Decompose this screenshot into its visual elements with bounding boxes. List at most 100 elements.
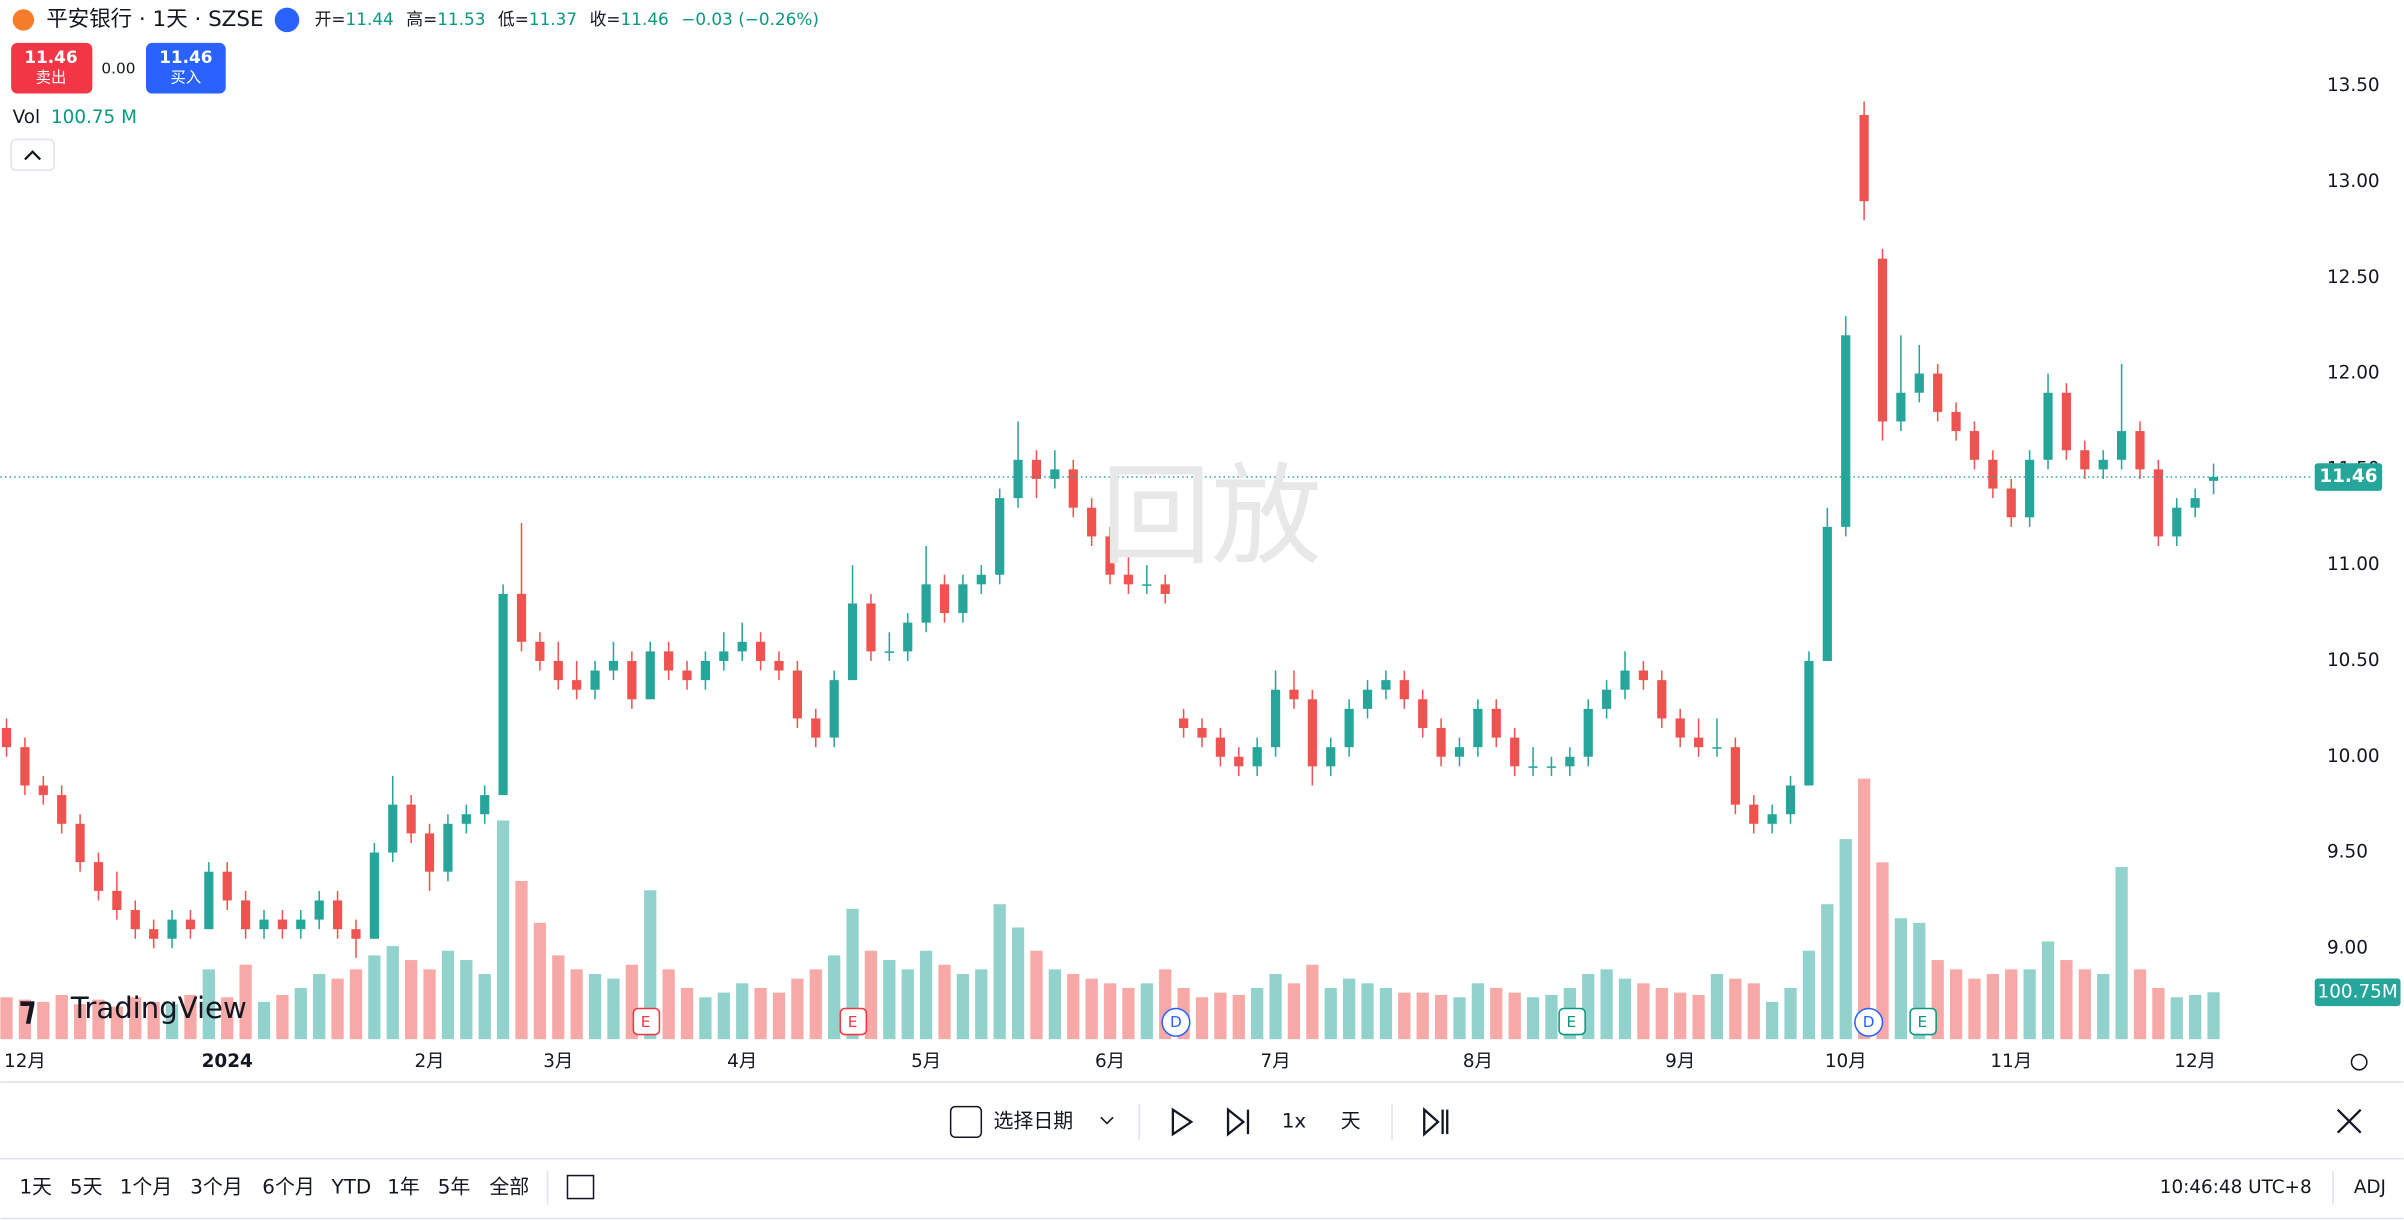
range-button[interactable]: 6个月 [262,1175,314,1198]
candle-body [314,900,324,920]
volume-bar [1747,983,1760,1040]
volume-bar [1251,987,1264,1040]
volume-bar [1692,994,1705,1040]
volume-bar [202,969,215,1040]
candle-body [1804,660,1814,786]
open-label: 开= [315,9,346,29]
step-button[interactable] [1226,1107,1250,1137]
volume-bar [2023,969,2036,1040]
range-button[interactable]: 1年 [387,1175,420,1198]
candle-body [755,641,766,661]
candle-body [1657,680,1667,719]
candle-body [2135,431,2145,470]
candle-body [700,660,711,681]
jump-button[interactable] [1423,1107,1449,1137]
close-label: 收= [590,9,621,29]
x-tick-label: 8月 [1463,1051,1493,1072]
replay-icon[interactable] [274,7,300,33]
range-button[interactable]: 1天 [19,1175,52,1198]
volume-bar [2078,969,2091,1040]
candle-body [149,929,159,939]
candle-body [1510,737,1520,767]
volume-bar [92,999,105,1040]
last-price-label: 11.46 [2319,466,2377,487]
volume-bar [1140,983,1153,1040]
candle-body [866,603,876,652]
volume-bar [1600,969,1613,1040]
candle-body [939,584,950,614]
volume-bar [1232,994,1245,1040]
candle-body [351,929,361,939]
range-button[interactable]: 1个月 [120,1175,172,1198]
volume-bar [1011,927,1025,1040]
volume-bar [2170,997,2183,1040]
high: 11.53 [437,9,485,29]
volume-bar [2060,960,2073,1040]
volume-bar [18,999,32,1040]
volume-bar [1839,839,1852,1040]
range-button[interactable]: 3个月 [190,1175,242,1198]
interval-button[interactable]: 天 [1341,1109,1361,1132]
candle-body [1179,718,1189,729]
range-button[interactable]: 全部 [489,1175,529,1198]
event-marker[interactable] [1854,1007,1884,1037]
event-marker[interactable] [839,1007,868,1036]
buy-button[interactable]: 11.46 买入 [145,42,226,94]
volume-bar [975,969,988,1040]
candle-body [1270,689,1281,748]
settings-icon[interactable] [2350,1053,2368,1071]
volume-bar [386,946,399,1040]
volume-bar [2152,987,2165,1040]
range-button[interactable]: 5年 [438,1175,471,1198]
event-marker[interactable] [1558,1007,1586,1036]
candle-body [1031,459,1042,479]
spread: 0.00 [101,59,135,77]
dropdown-icon[interactable] [1100,1116,1114,1125]
volume-bar [478,974,491,1040]
volume-bar [1343,978,1356,1040]
adj-button[interactable]: ADJ [2354,1177,2386,1198]
candle-body [296,919,306,930]
logo-mark: ⁊ [19,989,36,1028]
volume-bar [1637,983,1650,1040]
candle-body [57,795,67,824]
range-button[interactable]: YTD [331,1175,372,1198]
date-range-icon[interactable] [566,1174,595,1200]
x-tick-label: 10月 [1825,1051,1867,1072]
volume-bar [221,997,234,1040]
volume-bar [313,974,326,1040]
volume-bar [772,992,786,1040]
sell-button[interactable]: 11.46 卖出 [11,42,93,94]
volume-bar [1103,983,1117,1040]
candle-body [1841,335,1851,527]
candle-body [664,651,674,671]
volume-bar [129,997,142,1040]
vol-label: Vol [13,107,41,128]
y-tick-label: 10.00 [2327,746,2380,767]
date-button[interactable]: 选择日期 [994,1109,1074,1132]
candle-body [112,890,122,911]
last-price-tag [2314,463,2383,491]
volume-bar [828,955,841,1040]
event-marker[interactable] [1909,1007,1937,1036]
replay-watermark: 回放 [1101,453,1322,581]
candle-body [1528,766,1538,768]
candle-body [608,660,619,671]
play-button[interactable] [1171,1107,1194,1137]
volume-bar [1968,978,1981,1040]
sell-label: 卖出 [36,69,67,87]
event-marker[interactable] [1161,1007,1191,1037]
close-button[interactable] [2336,1108,2362,1134]
candle-body [369,852,379,939]
sell-bg [11,42,93,94]
collapse-button[interactable] [10,138,55,171]
volume-bar [1287,983,1301,1040]
speed-button[interactable]: 1x [1282,1109,1307,1132]
range-button[interactable]: 5天 [70,1175,103,1198]
candle-body [553,660,563,681]
volume-bar [1710,974,1724,1040]
event-marker[interactable] [632,1007,661,1036]
candle-body [1013,459,1023,499]
volume-bar [901,969,914,1040]
